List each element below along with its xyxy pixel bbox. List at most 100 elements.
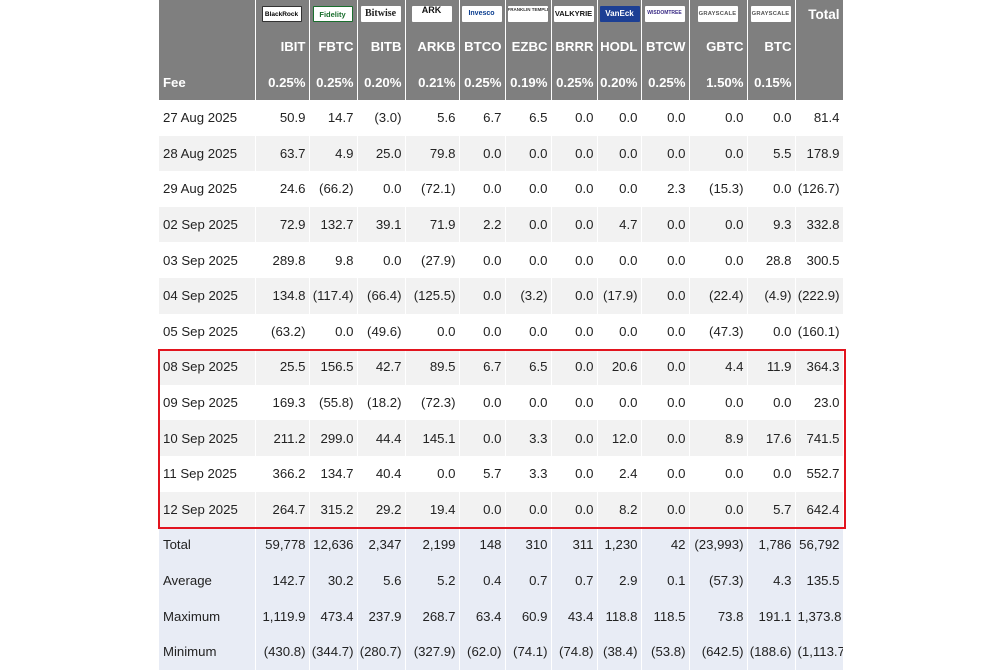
flow-value: 0.0 [551,242,598,278]
flow-value: 0.0 [689,100,748,136]
grayscale-logo: GRAYSCALE [750,6,791,23]
flow-value: 42.7 [357,349,406,385]
issuer-logo-cell: VALKYRIE [551,0,598,28]
flow-value: 50.9 [255,100,310,136]
fee-value: 0.25% [641,64,690,100]
flow-value: 0.0 [551,135,598,172]
flow-value: 4.4 [689,349,748,385]
flow-value: 0.0 [747,100,796,136]
fee-value: 0.25% [309,64,358,100]
flow-value: 40.4 [357,455,406,492]
summary-value: 1,786 [747,527,796,563]
summary-value: (642.5) [689,633,748,670]
flow-value: 0.0 [459,313,506,350]
flow-value: 264.7 [255,491,310,528]
ticker-ezbc: EZBC [505,28,552,64]
flow-value: 29.2 [357,491,406,528]
blackrock-logo: BlackRock [261,6,302,23]
summary-value: (57.3) [689,562,748,599]
summary-value: 30.2 [309,562,358,599]
summary-value: 142.7 [255,562,310,599]
fidelity-logo: Fidelity [312,6,353,23]
flow-value: (22.4) [689,277,748,314]
flow-value: 132.7 [309,206,358,243]
flow-value: 20.6 [597,349,642,385]
flow-value: 44.4 [357,420,406,456]
flow-value: 0.0 [309,313,358,350]
flow-value: 0.0 [689,135,748,172]
table-row: 05 Sep 2025 (63.2) 0.0 (49.6) 0.0 0.0 0.0 0.0 0.… [159,313,844,350]
table-row: 29 Aug 2025 24.6 (66.2) 0.0 (72.1) 0.0 0.0 0.0 0… [159,171,844,207]
flow-value: 72.9 [255,206,310,243]
row-total: 178.9 [795,135,844,172]
flow-value: 0.0 [551,349,598,385]
row-date: 29 Aug 2025 [159,171,256,207]
issuer-logo-cell: Bitwise [357,0,406,28]
row-date: 02 Sep 2025 [159,206,256,243]
summary-row: Maximum 1,119.9 473.4 237.9 268.7 63.4 60.9 43.… [159,598,844,634]
summary-value: 2.9 [597,562,642,599]
summary-value: 0.4 [459,562,506,599]
vaneck-logo: VanEck [599,6,640,23]
issuer-logo-cell: GRAYSCALE [689,0,748,28]
etf-flow-table: BlackRock Fidelity Bitwise ARK Invesco FRANKL… [159,0,844,670]
flow-value: (63.2) [255,313,310,350]
flow-value: 17.6 [747,420,796,456]
flow-value: 0.0 [551,420,598,456]
summary-value: (327.9) [405,633,460,670]
summary-total: 56,792 [795,527,844,563]
wisdomtree-logo: WISDOMTREE [644,6,685,23]
summary-row: Minimum (430.8) (344.7) (280.7) (327.9) (62.0… [159,633,844,670]
summary-value: 148 [459,527,506,563]
flow-value: 0.0 [505,171,552,207]
summary-value: (62.0) [459,633,506,670]
summary-label: Total [159,527,256,563]
invesco-logo: Invesco [461,6,502,23]
summary-value: 5.6 [357,562,406,599]
row-total: 300.5 [795,242,844,278]
flow-value: 4.7 [597,206,642,243]
flow-value: 9.8 [309,242,358,278]
fee-value: 0.25% [459,64,506,100]
row-date: 08 Sep 2025 [159,349,256,385]
summary-label: Minimum [159,633,256,670]
summary-total: 1,373.8 [795,598,844,634]
table-row: 02 Sep 2025 72.9 132.7 39.1 71.9 2.2 0.0 0.0 4.7… [159,206,844,243]
fee-row: Fee 0.25% 0.25% 0.20% 0.21% 0.25% 0.19% 0.25% 0.… [159,64,844,100]
flow-value: (72.1) [405,171,460,207]
flow-value: 0.0 [597,171,642,207]
franklin-templeton-logo: FRANKLIN TEMPLETON [507,6,548,23]
flow-value: 0.0 [689,455,748,492]
row-date: 28 Aug 2025 [159,135,256,172]
summary-value: (430.8) [255,633,310,670]
ticker-gbtc: GBTC [689,28,748,64]
flow-value: 0.0 [747,384,796,421]
flow-value: 79.8 [405,135,460,172]
fee-value: 0.15% [747,64,796,100]
flow-value: 0.0 [505,313,552,350]
fee-value: 1.50% [689,64,748,100]
flow-value: (3.2) [505,277,552,314]
flow-value: 0.0 [597,384,642,421]
flow-value: 25.5 [255,349,310,385]
flow-value: 315.2 [309,491,358,528]
fee-value: 0.25% [551,64,598,100]
row-total: 642.4 [795,491,844,528]
flow-value: 0.0 [597,135,642,172]
row-total: (126.7) [795,171,844,207]
table-row: 03 Sep 2025 289.8 9.8 0.0 (27.9) 0.0 0.0 0.0 0.0… [159,242,844,278]
ark-invest-logo: ARK [411,6,452,23]
row-date: 05 Sep 2025 [159,313,256,350]
flow-value: 0.0 [459,135,506,172]
ticker-btco: BTCO [459,28,506,64]
flow-value: 0.0 [747,313,796,350]
flow-value: 0.0 [551,100,598,136]
flow-value: 63.7 [255,135,310,172]
flow-value: 71.9 [405,206,460,243]
flow-value: 2.4 [597,455,642,492]
flow-value: 0.0 [405,455,460,492]
summary-row: Average 142.7 30.2 5.6 5.2 0.4 0.7 0.7 2.9 0.1 (57… [159,562,844,599]
summary-label: Average [159,562,256,599]
flow-value: 0.0 [551,277,598,314]
flow-value: 11.9 [747,349,796,385]
